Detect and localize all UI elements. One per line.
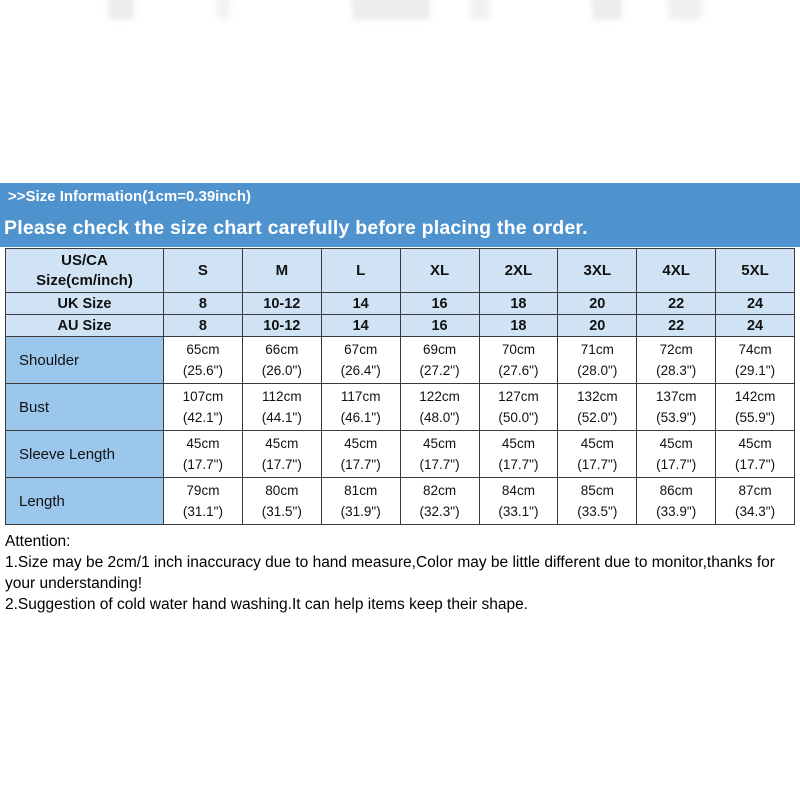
row-label-shoulder: Shoulder bbox=[5, 336, 164, 384]
bust-value: 132cm (52.0") bbox=[557, 383, 638, 431]
au-size-value: 8 bbox=[163, 314, 243, 337]
shoulder-value: 69cm (27.2") bbox=[399, 336, 480, 384]
image-fragment bbox=[216, 0, 230, 20]
length-value: 87cm (34.3") bbox=[715, 477, 795, 525]
au-size-value: 18 bbox=[478, 314, 559, 337]
shoulder-value: 71cm (28.0") bbox=[557, 336, 638, 384]
image-fragment bbox=[108, 0, 134, 20]
length-value: 84cm (33.1") bbox=[478, 477, 559, 525]
row-label-bust: Bust bbox=[5, 383, 164, 431]
au-size-value: 22 bbox=[636, 314, 717, 337]
uk-size-value: 18 bbox=[478, 292, 559, 315]
uk-size-row: UK Size 8 10-12 14 16 18 20 22 24 bbox=[5, 292, 795, 315]
length-value: 81cm (31.9") bbox=[320, 477, 401, 525]
shoulder-value: 67cm (26.4") bbox=[320, 336, 401, 384]
attention-title: Attention: bbox=[5, 533, 71, 550]
shoulder-value: 72cm (28.3") bbox=[636, 336, 717, 384]
sleeve-length-value: 45cm (17.7") bbox=[163, 430, 243, 478]
length-value: 82cm (32.3") bbox=[399, 477, 480, 525]
attention-note-1: 1.Size may be 2cm/1 inch inaccuracy due … bbox=[5, 554, 775, 592]
column-header-3xl: 3XL bbox=[557, 248, 638, 293]
shoulder-row: Shoulder 65cm (25.6") 66cm (26.0") 67cm … bbox=[5, 336, 795, 384]
sleeve-length-value: 45cm (17.7") bbox=[557, 430, 638, 478]
attention-note-2: 2.Suggestion of cold water hand washing.… bbox=[5, 596, 529, 613]
bust-value: 107cm (42.1") bbox=[163, 383, 243, 431]
shoulder-value: 66cm (26.0") bbox=[241, 336, 322, 384]
column-header-5xl: 5XL bbox=[715, 248, 795, 293]
uk-size-value: 22 bbox=[636, 292, 717, 315]
column-header-l: L bbox=[320, 248, 401, 293]
bust-value: 122cm (48.0") bbox=[399, 383, 480, 431]
bust-value: 137cm (53.9") bbox=[636, 383, 717, 431]
image-fragment bbox=[668, 0, 702, 20]
uk-size-value: 24 bbox=[715, 292, 795, 315]
au-size-value: 24 bbox=[715, 314, 795, 337]
row-label-au-size: AU Size bbox=[5, 314, 164, 337]
image-fragment bbox=[352, 0, 430, 20]
length-value: 80cm (31.5") bbox=[241, 477, 322, 525]
image-fragment bbox=[470, 0, 490, 20]
row-label-length: Length bbox=[5, 477, 164, 525]
attention-section: Attention: 1.Size may be 2cm/1 inch inac… bbox=[5, 531, 797, 615]
size-information-title: >>Size Information(1cm=0.39inch) bbox=[0, 183, 800, 210]
sleeve-length-value: 45cm (17.7") bbox=[241, 430, 322, 478]
size-chart-table: US/CA Size(cm/inch) S M L XL 2XL 3XL 4XL… bbox=[5, 248, 795, 525]
uk-size-value: 10-12 bbox=[241, 292, 322, 315]
size-chart-notice: Please check the size chart carefully be… bbox=[0, 210, 800, 247]
image-fragment bbox=[592, 0, 622, 20]
au-size-value: 20 bbox=[557, 314, 638, 337]
column-header-2xl: 2XL bbox=[478, 248, 559, 293]
bust-value: 142cm (55.9") bbox=[715, 383, 795, 431]
au-size-value: 10-12 bbox=[241, 314, 322, 337]
column-header-s: S bbox=[163, 248, 243, 293]
corner-label: US/CA Size(cm/inch) bbox=[5, 248, 164, 293]
row-label-sleeve-length: Sleeve Length bbox=[5, 430, 164, 478]
sleeve-length-value: 45cm (17.7") bbox=[636, 430, 717, 478]
bust-value: 112cm (44.1") bbox=[241, 383, 322, 431]
length-value: 85cm (33.5") bbox=[557, 477, 638, 525]
size-chart-page: >>Size Information(1cm=0.39inch) Please … bbox=[0, 0, 800, 615]
uk-size-value: 20 bbox=[557, 292, 638, 315]
column-header-xl: XL bbox=[399, 248, 480, 293]
bust-row: Bust 107cm (42.1") 112cm (44.1") 117cm (… bbox=[5, 383, 795, 431]
sleeve-length-value: 45cm (17.7") bbox=[478, 430, 559, 478]
length-value: 79cm (31.1") bbox=[163, 477, 243, 525]
au-size-row: AU Size 8 10-12 14 16 18 20 22 24 bbox=[5, 314, 795, 337]
shoulder-value: 65cm (25.6") bbox=[163, 336, 243, 384]
length-value: 86cm (33.9") bbox=[636, 477, 717, 525]
sleeve-length-value: 45cm (17.7") bbox=[715, 430, 795, 478]
table-header-row: US/CA Size(cm/inch) S M L XL 2XL 3XL 4XL… bbox=[5, 248, 795, 293]
au-size-value: 16 bbox=[399, 314, 480, 337]
length-row: Length 79cm (31.1") 80cm (31.5") 81cm (3… bbox=[5, 477, 795, 525]
row-label-uk-size: UK Size bbox=[5, 292, 164, 315]
uk-size-value: 8 bbox=[163, 292, 243, 315]
sleeve-length-value: 45cm (17.7") bbox=[399, 430, 480, 478]
shoulder-value: 74cm (29.1") bbox=[715, 336, 795, 384]
uk-size-value: 14 bbox=[320, 292, 401, 315]
uk-size-value: 16 bbox=[399, 292, 480, 315]
sleeve-length-row: Sleeve Length 45cm (17.7") 45cm (17.7") … bbox=[5, 430, 795, 478]
header-bars: >>Size Information(1cm=0.39inch) Please … bbox=[0, 183, 800, 247]
shoulder-value: 70cm (27.6") bbox=[478, 336, 559, 384]
sleeve-length-value: 45cm (17.7") bbox=[320, 430, 401, 478]
au-size-value: 14 bbox=[320, 314, 401, 337]
column-header-m: M bbox=[241, 248, 322, 293]
cropped-product-image-strip bbox=[0, 0, 800, 28]
bust-value: 117cm (46.1") bbox=[320, 383, 401, 431]
column-header-4xl: 4XL bbox=[636, 248, 717, 293]
bust-value: 127cm (50.0") bbox=[478, 383, 559, 431]
